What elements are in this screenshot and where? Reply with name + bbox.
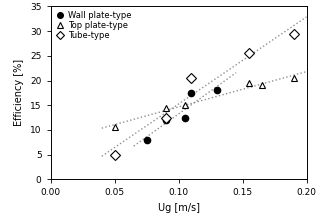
Wall plate-type [145,138,149,141]
Tube-type [247,52,251,55]
Legend: Wall plate-type, Top plate-type, Tube-type: Wall plate-type, Top plate-type, Tube-ty… [53,9,133,42]
Line: Top plate-type: Top plate-type [111,75,297,131]
Top plate-type [183,104,187,106]
Y-axis label: Efficiency [%]: Efficiency [%] [15,59,24,126]
Top plate-type [164,106,167,109]
Tube-type [113,153,117,156]
Top plate-type [247,82,251,84]
Top plate-type [260,84,264,87]
Tube-type [189,77,193,79]
Top plate-type [292,77,295,79]
Tube-type [292,32,295,35]
Tube-type [164,116,167,119]
Wall plate-type [189,92,193,94]
X-axis label: Ug [m/s]: Ug [m/s] [158,203,199,213]
Line: Wall plate-type: Wall plate-type [143,87,220,143]
Top plate-type [113,126,117,129]
Line: Tube-type: Tube-type [111,30,297,158]
Wall plate-type [183,116,187,119]
Wall plate-type [215,89,219,92]
Wall plate-type [164,119,167,121]
